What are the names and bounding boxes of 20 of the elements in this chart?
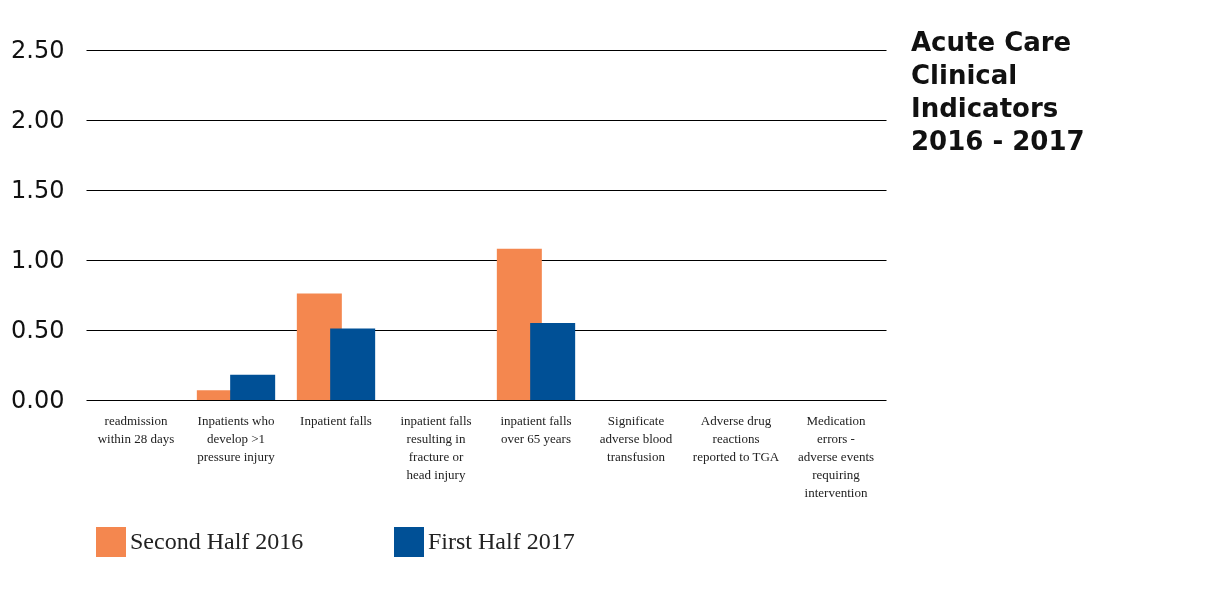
y-tick-label: 0.50 xyxy=(11,315,65,344)
x-tick-label: inpatient falls resulting in fracture or head injury xyxy=(400,412,472,482)
y-tick-label: 1.00 xyxy=(11,245,65,274)
x-tick-label: inpatient falls over 65 years xyxy=(500,412,572,446)
legend-label: Second Half 2016 xyxy=(130,528,304,554)
x-tick-label: readmission within 28 days xyxy=(97,412,175,446)
x-tick-label: Inpatients who develop >1 pressure injury xyxy=(197,412,276,464)
bar xyxy=(530,323,576,400)
y-tick-label: 2.50 xyxy=(11,35,65,64)
x-tick-label: Significate adverse blood transfusion xyxy=(599,412,673,464)
x-tick-label: Medication errors - adverse events requiring intervention xyxy=(797,412,875,500)
y-tick-label: 1.50 xyxy=(11,175,65,204)
bar xyxy=(330,328,376,400)
y-tick-label: 2.00 xyxy=(11,105,65,134)
y-tick-label: 0.00 xyxy=(11,385,65,414)
bar xyxy=(230,374,276,400)
legend-label: First Half 2017 xyxy=(428,528,575,554)
x-tick-label: Adverse drug reactions reported to TGA xyxy=(692,412,780,464)
x-tick-label: Inpatient falls xyxy=(300,412,372,428)
text: Acute Care Clinical Indicators 2016 - 2017 xyxy=(911,27,1085,156)
